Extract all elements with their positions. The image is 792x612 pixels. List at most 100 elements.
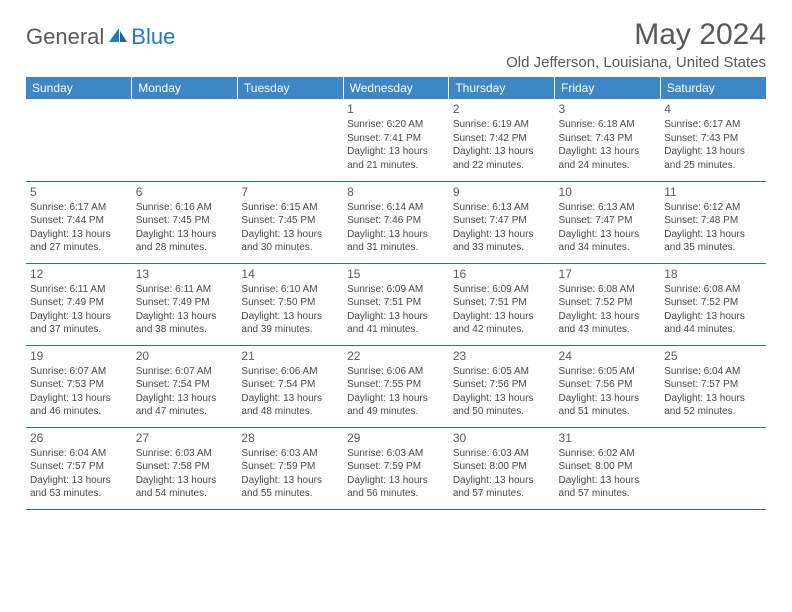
day-info: Sunrise: 6:04 AMSunset: 7:57 PMDaylight:… bbox=[30, 447, 128, 501]
day-number: 19 bbox=[30, 349, 128, 363]
calendar-cell: 17 Sunrise: 6:08 AMSunset: 7:52 PMDayligh… bbox=[555, 263, 661, 345]
day-info: Sunrise: 6:07 AMSunset: 7:53 PMDaylight:… bbox=[30, 365, 128, 419]
day-number: 26 bbox=[30, 431, 128, 445]
day-number: 5 bbox=[30, 185, 128, 199]
day-number: 1 bbox=[347, 102, 445, 116]
day-info: Sunrise: 6:16 AMSunset: 7:45 PMDaylight:… bbox=[136, 201, 234, 255]
calendar-row: 1Sunrise: 6:20 AMSunset: 7:41 PMDaylight… bbox=[26, 99, 766, 181]
day-number: 17 bbox=[559, 267, 657, 281]
sail-icon bbox=[107, 26, 129, 49]
day-number: 9 bbox=[453, 185, 551, 199]
day-number: 22 bbox=[347, 349, 445, 363]
calendar-row: 26 Sunrise: 6:04 AMSunset: 7:57 PMDayligh… bbox=[26, 427, 766, 509]
calendar-cell: 28 Sunrise: 6:03 AMSunset: 7:59 PMDayligh… bbox=[237, 427, 343, 509]
day-number: 30 bbox=[453, 431, 551, 445]
day-info: Sunrise: 6:05 AMSunset: 7:56 PMDaylight:… bbox=[559, 365, 657, 419]
calendar-cell: 26 Sunrise: 6:04 AMSunset: 7:57 PMDayligh… bbox=[26, 427, 132, 509]
day-number: 29 bbox=[347, 431, 445, 445]
calendar-cell: 13Sunrise: 6:11 AMSunset: 7:49 PMDayligh… bbox=[132, 263, 238, 345]
day-number: 14 bbox=[241, 267, 339, 281]
day-number: 11 bbox=[664, 185, 762, 199]
day-info: Sunrise: 6:04 AMSunset: 7:57 PMDaylight:… bbox=[664, 365, 762, 419]
day-number: 18 bbox=[664, 267, 762, 281]
day-info: Sunrise: 6:03 AMSunset: 7:58 PMDaylight:… bbox=[136, 447, 234, 501]
header: General Blue May 2024 Old Jefferson, Lou… bbox=[26, 18, 766, 71]
calendar-cell: 29Sunrise: 6:03 AMSunset: 7:59 PMDayligh… bbox=[343, 427, 449, 509]
calendar-row: 19 Sunrise: 6:07 AMSunset: 7:53 PMDayligh… bbox=[26, 345, 766, 427]
calendar-cell bbox=[132, 99, 238, 181]
day-info: Sunrise: 6:08 AMSunset: 7:52 PMDaylight:… bbox=[559, 283, 657, 337]
day-header-row: Sunday Monday Tuesday Wednesday Thursday… bbox=[26, 77, 766, 99]
day-info: Sunrise: 6:17 AMSunset: 7:44 PMDaylight:… bbox=[30, 201, 128, 255]
calendar-body: 1Sunrise: 6:20 AMSunset: 7:41 PMDaylight… bbox=[26, 99, 766, 509]
calendar-cell: 22 Sunrise: 6:06 AMSunset: 7:55 PMDayligh… bbox=[343, 345, 449, 427]
day-info: Sunrise: 6:03 AMSunset: 7:59 PMDaylight:… bbox=[241, 447, 339, 501]
day-info: Sunrise: 6:06 AMSunset: 7:55 PMDaylight:… bbox=[347, 365, 445, 419]
calendar-cell: 18 Sunrise: 6:08 AMSunset: 7:52 PMDayligh… bbox=[660, 263, 766, 345]
logo-text-general: General bbox=[26, 24, 104, 50]
day-number: 25 bbox=[664, 349, 762, 363]
day-number: 23 bbox=[453, 349, 551, 363]
calendar-cell: 2Sunrise: 6:19 AMSunset: 7:42 PMDaylight… bbox=[449, 99, 555, 181]
day-number: 20 bbox=[136, 349, 234, 363]
location: Old Jefferson, Louisiana, United States bbox=[506, 54, 766, 71]
calendar-cell: 27 Sunrise: 6:03 AMSunset: 7:58 PMDayligh… bbox=[132, 427, 238, 509]
calendar-cell: 16Sunrise: 6:09 AMSunset: 7:51 PMDayligh… bbox=[449, 263, 555, 345]
calendar-cell: 10 Sunrise: 6:13 AMSunset: 7:47 PMDayligh… bbox=[555, 181, 661, 263]
day-number: 21 bbox=[241, 349, 339, 363]
title-block: May 2024 Old Jefferson, Louisiana, Unite… bbox=[506, 18, 766, 71]
calendar-cell: 20Sunrise: 6:07 AMSunset: 7:54 PMDayligh… bbox=[132, 345, 238, 427]
day-number: 12 bbox=[30, 267, 128, 281]
calendar-cell: 15Sunrise: 6:09 AMSunset: 7:51 PMDayligh… bbox=[343, 263, 449, 345]
day-number: 8 bbox=[347, 185, 445, 199]
month-title: May 2024 bbox=[506, 18, 766, 52]
day-header: Friday bbox=[555, 77, 661, 99]
logo-text-blue: Blue bbox=[131, 24, 175, 50]
day-number: 4 bbox=[664, 102, 762, 116]
day-info: Sunrise: 6:12 AMSunset: 7:48 PMDaylight:… bbox=[664, 201, 762, 255]
day-info: Sunrise: 6:15 AMSunset: 7:45 PMDaylight:… bbox=[241, 201, 339, 255]
calendar-cell: 23Sunrise: 6:05 AMSunset: 7:56 PMDayligh… bbox=[449, 345, 555, 427]
calendar-page: General Blue May 2024 Old Jefferson, Lou… bbox=[0, 0, 792, 510]
calendar-cell: 11 Sunrise: 6:12 AMSunset: 7:48 PMDayligh… bbox=[660, 181, 766, 263]
calendar-cell: 1Sunrise: 6:20 AMSunset: 7:41 PMDaylight… bbox=[343, 99, 449, 181]
day-info: Sunrise: 6:06 AMSunset: 7:54 PMDaylight:… bbox=[241, 365, 339, 419]
day-number: 10 bbox=[559, 185, 657, 199]
day-number: 27 bbox=[136, 431, 234, 445]
calendar-cell bbox=[237, 99, 343, 181]
day-header: Monday bbox=[132, 77, 238, 99]
day-number: 13 bbox=[136, 267, 234, 281]
calendar-row: 12Sunrise: 6:11 AMSunset: 7:49 PMDayligh… bbox=[26, 263, 766, 345]
calendar-cell: 14 Sunrise: 6:10 AMSunset: 7:50 PMDayligh… bbox=[237, 263, 343, 345]
day-number: 31 bbox=[559, 431, 657, 445]
day-number: 7 bbox=[241, 185, 339, 199]
day-number: 24 bbox=[559, 349, 657, 363]
day-number: 15 bbox=[347, 267, 445, 281]
day-info: Sunrise: 6:02 AMSunset: 8:00 PMDaylight:… bbox=[559, 447, 657, 501]
calendar-cell: 31 Sunrise: 6:02 AMSunset: 8:00 PMDayligh… bbox=[555, 427, 661, 509]
day-header: Thursday bbox=[449, 77, 555, 99]
calendar-cell: 9 Sunrise: 6:13 AMSunset: 7:47 PMDaylight… bbox=[449, 181, 555, 263]
day-info: Sunrise: 6:13 AMSunset: 7:47 PMDaylight:… bbox=[453, 201, 551, 255]
day-number: 3 bbox=[559, 102, 657, 116]
calendar-cell bbox=[660, 427, 766, 509]
calendar-cell: 19 Sunrise: 6:07 AMSunset: 7:53 PMDayligh… bbox=[26, 345, 132, 427]
day-info: Sunrise: 6:17 AMSunset: 7:43 PMDaylight:… bbox=[664, 118, 762, 172]
calendar-cell: 8Sunrise: 6:14 AMSunset: 7:46 PMDaylight… bbox=[343, 181, 449, 263]
calendar-cell: 6 Sunrise: 6:16 AMSunset: 7:45 PMDaylight… bbox=[132, 181, 238, 263]
day-number: 28 bbox=[241, 431, 339, 445]
calendar-cell bbox=[26, 99, 132, 181]
calendar-cell: 7 Sunrise: 6:15 AMSunset: 7:45 PMDaylight… bbox=[237, 181, 343, 263]
day-info: Sunrise: 6:08 AMSunset: 7:52 PMDaylight:… bbox=[664, 283, 762, 337]
day-header: Wednesday bbox=[343, 77, 449, 99]
calendar-cell: 25 Sunrise: 6:04 AMSunset: 7:57 PMDayligh… bbox=[660, 345, 766, 427]
day-info: Sunrise: 6:13 AMSunset: 7:47 PMDaylight:… bbox=[559, 201, 657, 255]
calendar-row: 5 Sunrise: 6:17 AMSunset: 7:44 PMDaylight… bbox=[26, 181, 766, 263]
calendar-cell: 4 Sunrise: 6:17 AMSunset: 7:43 PMDaylight… bbox=[660, 99, 766, 181]
day-number: 2 bbox=[453, 102, 551, 116]
day-number: 6 bbox=[136, 185, 234, 199]
day-header: Sunday bbox=[26, 77, 132, 99]
day-header: Saturday bbox=[660, 77, 766, 99]
calendar-cell: 12Sunrise: 6:11 AMSunset: 7:49 PMDayligh… bbox=[26, 263, 132, 345]
day-info: Sunrise: 6:10 AMSunset: 7:50 PMDaylight:… bbox=[241, 283, 339, 337]
